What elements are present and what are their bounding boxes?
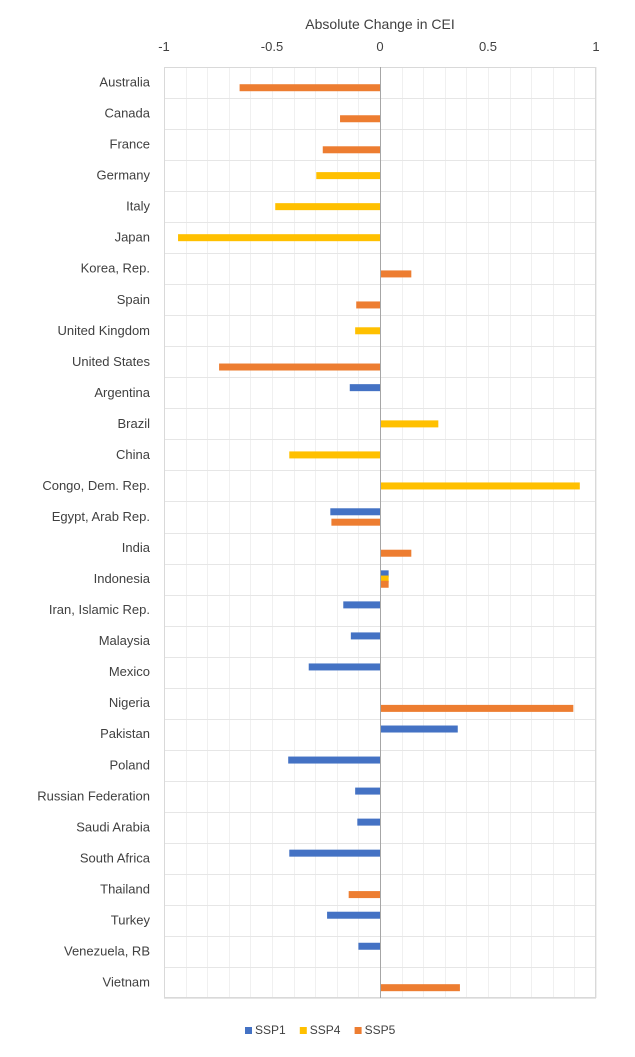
category-labels: Australia Canada France Germany Italy Japan Ko… bbox=[37, 75, 151, 990]
category-label: France bbox=[110, 137, 150, 152]
category-label: Mexico bbox=[109, 664, 150, 679]
category-label: United States bbox=[72, 354, 151, 369]
category-label: Germany bbox=[97, 168, 151, 183]
bar-ssp5 bbox=[356, 301, 380, 309]
bar-ssp1 bbox=[355, 787, 380, 795]
bar-ssp1 bbox=[327, 911, 380, 919]
bar-ssp5 bbox=[380, 984, 460, 992]
bar-ssp4 bbox=[316, 172, 380, 180]
bar-ssp5 bbox=[380, 549, 412, 557]
bar-ssp1 bbox=[350, 632, 380, 640]
category-label: Egypt, Arab Rep. bbox=[52, 509, 150, 524]
bar-ssp4 bbox=[380, 420, 439, 428]
bar-ssp5 bbox=[331, 518, 380, 526]
legend-label: SSP5 bbox=[365, 1023, 396, 1037]
bar-ssp5 bbox=[322, 146, 380, 154]
category-label: Canada bbox=[104, 106, 150, 121]
bar-ssp1 bbox=[349, 384, 380, 392]
bar-ssp1 bbox=[330, 508, 380, 516]
bar-ssp4 bbox=[275, 203, 380, 211]
bar-ssp4 bbox=[178, 234, 380, 242]
bar-ssp5 bbox=[219, 363, 380, 371]
legend-label: SSP4 bbox=[310, 1023, 341, 1037]
legend-item-ssp4: SSP4 bbox=[299, 1023, 341, 1037]
bar-ssp1 bbox=[288, 756, 380, 764]
category-label: Indonesia bbox=[94, 571, 151, 586]
category-label: Russian Federation bbox=[37, 788, 150, 803]
bar-ssp4 bbox=[380, 482, 580, 490]
category-label: Vietnam bbox=[103, 974, 150, 989]
category-label: India bbox=[122, 540, 151, 555]
bar-ssp5 bbox=[380, 580, 389, 588]
category-label: Spain bbox=[117, 292, 150, 307]
x-axis-tick-labels: -1 -0.5 0 0.5 1 bbox=[158, 39, 599, 54]
bar-ssp1 bbox=[358, 942, 380, 950]
bar-ssp1 bbox=[308, 663, 380, 671]
category-label: United Kingdom bbox=[58, 323, 151, 338]
category-label: Australia bbox=[99, 75, 150, 90]
x-tick-label: 0.5 bbox=[479, 39, 497, 54]
bar-ssp5 bbox=[380, 704, 574, 712]
x-tick-label: 0 bbox=[376, 39, 383, 54]
legend-label: SSP1 bbox=[255, 1023, 286, 1037]
legend: SSP1 SSP4 SSP5 bbox=[245, 1023, 396, 1037]
category-label: Venezuela, RB bbox=[64, 943, 150, 958]
bar-ssp1 bbox=[357, 818, 380, 826]
bar-ssp1 bbox=[343, 601, 380, 609]
x-tick-label: -0.5 bbox=[261, 39, 283, 54]
category-label: China bbox=[116, 447, 151, 462]
bar-ssp1 bbox=[380, 725, 458, 733]
legend-swatch bbox=[245, 1027, 252, 1034]
category-label: Iran, Islamic Rep. bbox=[49, 602, 150, 617]
category-label: Korea, Rep. bbox=[81, 261, 150, 276]
bars bbox=[178, 84, 580, 992]
legend-swatch bbox=[299, 1027, 307, 1034]
bar-ssp5 bbox=[239, 84, 380, 92]
bar-ssp1 bbox=[289, 849, 380, 857]
category-label: Malaysia bbox=[99, 633, 151, 648]
legend-item-ssp1: SSP1 bbox=[245, 1023, 286, 1037]
category-label: Saudi Arabia bbox=[76, 819, 150, 834]
category-label: Congo, Dem. Rep. bbox=[42, 478, 150, 493]
category-label: South Africa bbox=[80, 850, 151, 865]
x-tick-label: 1 bbox=[592, 39, 599, 54]
category-label: Argentina bbox=[94, 385, 150, 400]
legend-swatch bbox=[354, 1027, 362, 1034]
chart-title: Absolute Change in CEI bbox=[305, 16, 454, 32]
bar-ssp5 bbox=[380, 270, 412, 278]
bar-ssp5 bbox=[340, 115, 380, 123]
category-label: Brazil bbox=[117, 416, 150, 431]
category-label: Nigeria bbox=[109, 695, 151, 710]
category-label: Thailand bbox=[100, 881, 150, 896]
gridlines bbox=[164, 67, 597, 999]
bar-ssp4 bbox=[380, 575, 389, 583]
category-label: Poland bbox=[110, 757, 150, 772]
x-tick-label: -1 bbox=[158, 39, 170, 54]
legend-item-ssp5: SSP5 bbox=[354, 1023, 396, 1037]
category-label: Turkey bbox=[111, 912, 151, 927]
bar-ssp4 bbox=[289, 451, 380, 459]
category-label: Japan bbox=[115, 230, 150, 245]
category-label: Italy bbox=[126, 199, 150, 214]
bar-ssp1 bbox=[380, 570, 389, 578]
category-label: Pakistan bbox=[100, 726, 150, 741]
bar-ssp5 bbox=[348, 891, 380, 899]
bar-ssp4 bbox=[355, 327, 380, 335]
